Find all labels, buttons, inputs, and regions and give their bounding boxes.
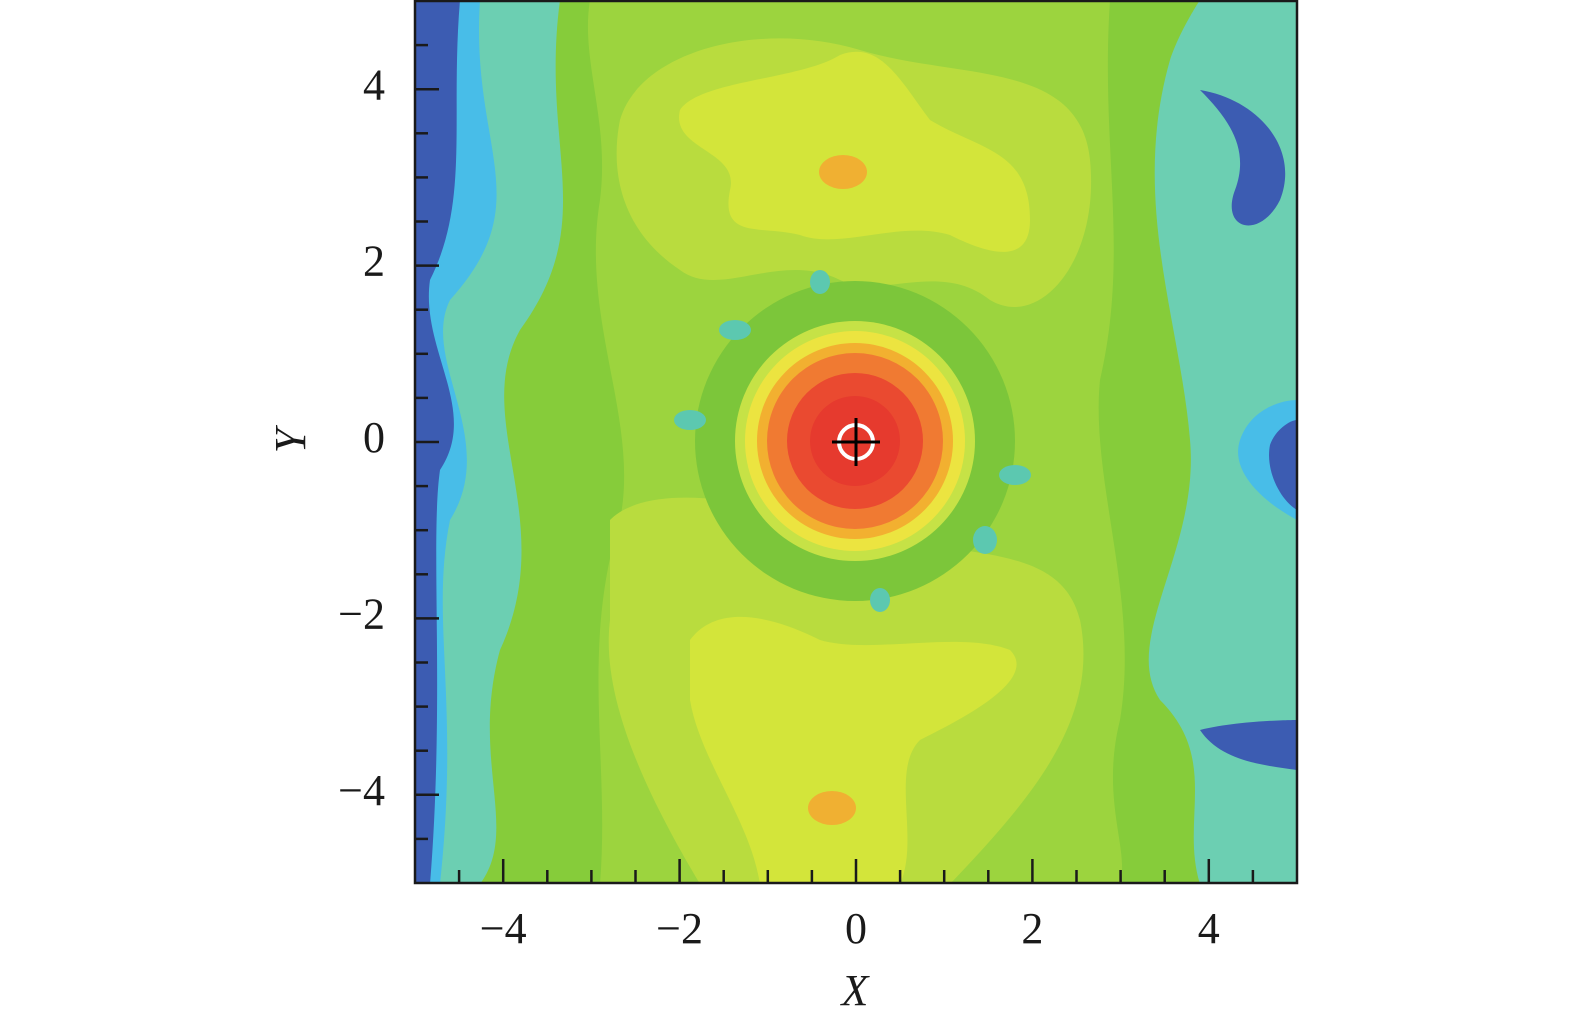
contour-band [1269, 420, 1297, 510]
contour-band [679, 51, 1030, 252]
y-axis-label: Y [266, 424, 315, 453]
contour-spot [973, 526, 997, 554]
y-tick-label: −4 [338, 766, 385, 815]
contour-spot [808, 791, 856, 825]
x-tick-label: 0 [845, 904, 867, 953]
contour-spot [870, 588, 890, 612]
y-tick-label: 2 [363, 237, 385, 286]
x-tick-label: 2 [1021, 904, 1043, 953]
contour-band [1200, 90, 1286, 226]
x-tick-label: −4 [480, 904, 527, 953]
contour-spot [674, 410, 706, 430]
contour-band [1200, 720, 1297, 770]
contour-spot [999, 465, 1031, 485]
contour-spot [810, 270, 830, 294]
x-tick-label: 4 [1198, 904, 1220, 953]
x-tick-label: −2 [656, 904, 703, 953]
x-axis-label: X [840, 966, 871, 1015]
contour-band [690, 617, 1017, 883]
y-tick-label: 0 [363, 413, 385, 462]
contour-spot [819, 155, 867, 189]
contour-spot [719, 320, 751, 340]
y-tick-label: −2 [338, 589, 385, 638]
y-tick-label: 4 [363, 60, 385, 109]
